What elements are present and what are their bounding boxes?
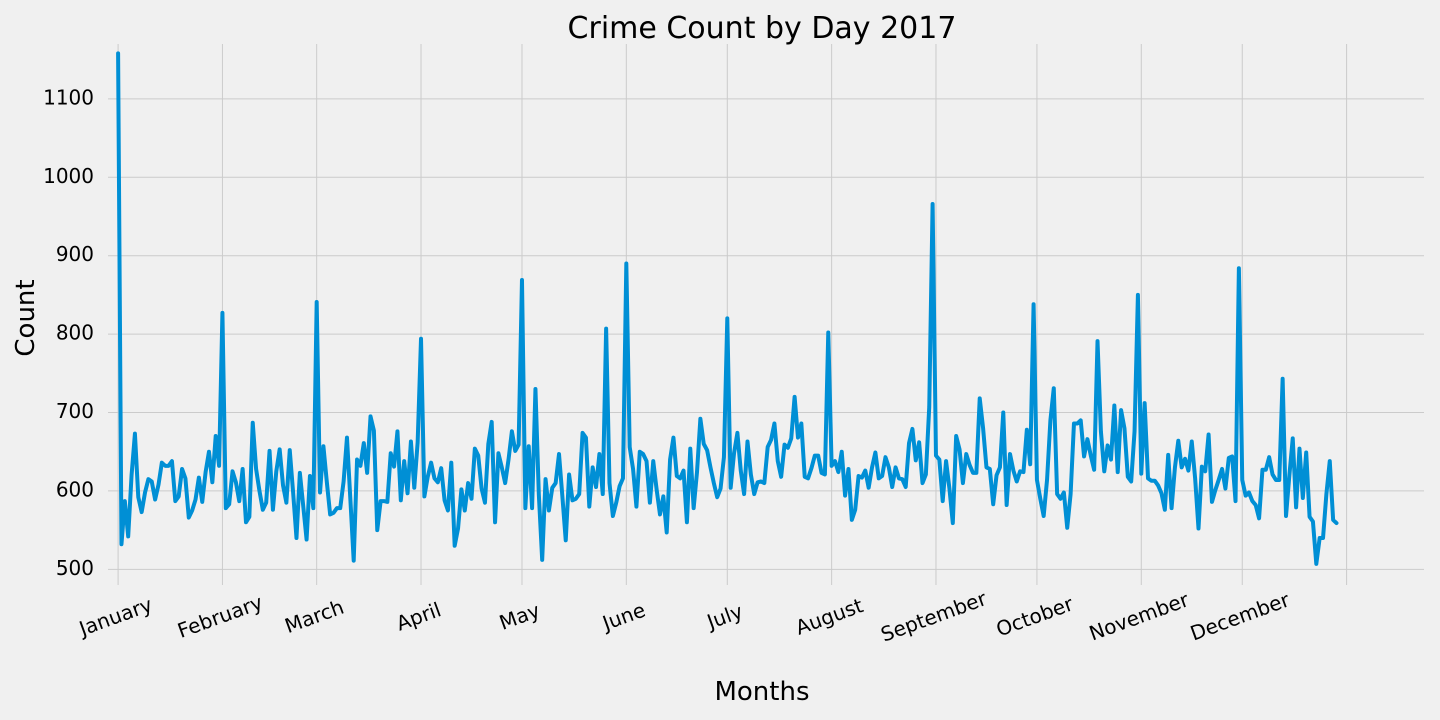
- x-tick-label: June: [597, 598, 648, 636]
- x-tick-label: March: [282, 595, 348, 638]
- y-tick-label: 500: [56, 556, 94, 580]
- y-tick-label: 600: [56, 477, 94, 501]
- y-tick-label: 1000: [43, 164, 94, 188]
- x-tick-label: July: [702, 599, 746, 635]
- chart-title: Crime Count by Day 2017: [568, 11, 957, 46]
- x-tick-label: December: [1187, 587, 1293, 645]
- x-tick-label: May: [496, 598, 543, 635]
- y-axis-label: Count: [11, 279, 41, 356]
- x-tick-label: October: [993, 591, 1077, 641]
- x-tick-label: February: [174, 590, 266, 643]
- x-axis-label: Months: [714, 677, 809, 707]
- y-tick-label: 900: [56, 242, 94, 266]
- y-tick-label: 700: [56, 399, 94, 423]
- x-tick-label: September: [878, 586, 991, 647]
- series-layer: [116, 51, 1339, 566]
- series-line: [116, 51, 1339, 566]
- axis-ticks: 500 600 700 800 900 1000 1100 January February Ma…: [43, 85, 1293, 646]
- y-tick-label: 800: [56, 321, 94, 345]
- grid-lines: [108, 44, 1424, 585]
- x-tick-label: January: [74, 592, 155, 641]
- x-tick-label: April: [393, 597, 444, 635]
- x-tick-label: August: [792, 593, 866, 640]
- y-tick-label: 1100: [43, 85, 94, 109]
- x-tick-label: November: [1086, 587, 1193, 645]
